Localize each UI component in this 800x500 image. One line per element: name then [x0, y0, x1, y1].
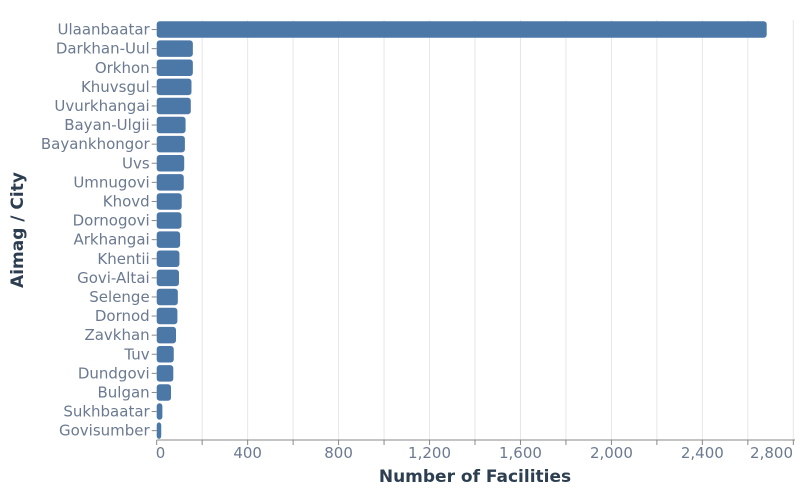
y-tick-label: Umnugovi: [73, 173, 149, 191]
bar: [156, 116, 186, 134]
y-axis-title: Aimag / City: [8, 172, 28, 288]
y-axis: UlaanbaatarDarkhan-UulOrkhonKhuvsgulUvur…: [41, 21, 157, 440]
bar: [156, 288, 178, 306]
bar: [156, 97, 191, 115]
gridlines: [201, 20, 794, 440]
x-tick-label: 2,000: [590, 444, 633, 462]
y-tick-label: Ulaanbaatar: [58, 21, 151, 39]
y-tick-label: Uvurkhangai: [54, 97, 149, 115]
bar: [156, 135, 185, 153]
y-tick-label: Bayan-Ulgii: [64, 116, 149, 134]
y-tick-label: Zavkhan: [84, 326, 149, 344]
y-tick-label: Uvs: [122, 154, 150, 172]
y-tick-label: Govisumber: [59, 422, 151, 440]
x-tick-label: 1,200: [408, 444, 451, 462]
x-tick-label: 2,400: [681, 444, 724, 462]
bar: [156, 365, 174, 382]
x-axis-title: Number of Facilities: [379, 467, 571, 487]
bar: [156, 78, 192, 96]
bar: [156, 193, 182, 210]
y-tick-label: Bulgan: [98, 383, 150, 401]
y-tick-label: Selenge: [89, 288, 149, 306]
bar: [156, 21, 767, 38]
y-tick-label: Khuvsgul: [81, 78, 150, 96]
x-tick-label: 1,600: [499, 444, 542, 462]
bar: [156, 155, 185, 172]
bar: [156, 40, 193, 57]
y-tick-label: Arkhangai: [73, 231, 149, 249]
bar: [156, 307, 178, 325]
y-tick-label: Govi-Altai: [77, 269, 150, 287]
y-tick-label: Dornogovi: [73, 212, 150, 230]
y-tick-label: Tuv: [123, 345, 149, 363]
bar: [156, 346, 174, 363]
x-tick-label: 2,800: [750, 444, 793, 462]
bar: [156, 422, 162, 439]
x-tick-label: 400: [233, 444, 262, 462]
y-tick-label: Darkhan-Uul: [56, 40, 150, 58]
bar: [156, 212, 182, 229]
bar: [156, 59, 193, 76]
y-tick-label: Dornod: [95, 307, 150, 325]
bar: [156, 174, 184, 191]
bar: [156, 403, 163, 420]
y-tick-label: Khovd: [103, 192, 150, 210]
bar: [156, 384, 172, 401]
bar: [156, 269, 179, 287]
x-tick-label: 0: [156, 444, 166, 462]
bars: [156, 21, 767, 439]
y-tick-label: Khentii: [97, 250, 149, 268]
y-tick-label: Bayankhongor: [41, 135, 151, 153]
x-tick-label: 800: [324, 444, 353, 462]
bar: [156, 231, 181, 248]
y-tick-label: Sukhbaatar: [63, 403, 150, 421]
x-axis: 0 400 800 1,200 1,600 2,000 2,400 2,800: [156, 439, 795, 462]
bar: [156, 326, 177, 344]
y-tick-label: Dundgovi: [78, 364, 150, 382]
bar: [156, 250, 180, 267]
y-tick-label: Orkhon: [95, 59, 150, 77]
